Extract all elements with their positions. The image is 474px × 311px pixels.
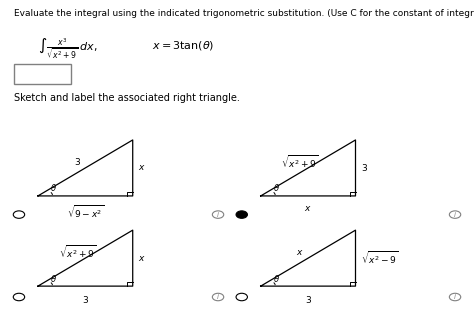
Text: $3$: $3$ bbox=[82, 294, 89, 305]
Text: $\sqrt{x^2+9}$: $\sqrt{x^2+9}$ bbox=[282, 153, 319, 171]
Text: $x$: $x$ bbox=[296, 248, 304, 257]
Text: $\theta$: $\theta$ bbox=[273, 183, 280, 193]
Text: i: i bbox=[454, 294, 456, 300]
Text: $x$: $x$ bbox=[138, 254, 146, 262]
Text: $x$: $x$ bbox=[138, 164, 146, 172]
Text: $\sqrt{x^2+9}$: $\sqrt{x^2+9}$ bbox=[59, 244, 96, 261]
Text: $\sqrt{9-x^2}$: $\sqrt{9-x^2}$ bbox=[67, 204, 104, 221]
Circle shape bbox=[236, 211, 247, 218]
Text: $3$: $3$ bbox=[305, 294, 311, 305]
Text: $\int \frac{x^3}{\sqrt{x^2+9}}\, dx,$: $\int \frac{x^3}{\sqrt{x^2+9}}\, dx,$ bbox=[38, 37, 97, 62]
Text: i: i bbox=[217, 294, 219, 300]
Text: Evaluate the integral using the indicated trigonometric substitution. (Use C for: Evaluate the integral using the indicate… bbox=[14, 9, 474, 18]
Text: $\theta$: $\theta$ bbox=[273, 273, 280, 284]
Text: $3$: $3$ bbox=[361, 162, 368, 174]
Text: $\theta$: $\theta$ bbox=[50, 183, 57, 193]
Text: Sketch and label the associated right triangle.: Sketch and label the associated right tr… bbox=[14, 93, 240, 103]
Text: i: i bbox=[217, 211, 219, 218]
Text: $x = 3\tan(\theta)$: $x = 3\tan(\theta)$ bbox=[152, 39, 214, 52]
Text: 3: 3 bbox=[74, 158, 80, 167]
Text: $x$: $x$ bbox=[304, 204, 312, 213]
Text: $\sqrt{x^2-9}$: $\sqrt{x^2-9}$ bbox=[361, 249, 399, 267]
Text: i: i bbox=[454, 211, 456, 218]
FancyBboxPatch shape bbox=[14, 64, 71, 84]
Text: $\theta$: $\theta$ bbox=[50, 273, 57, 284]
